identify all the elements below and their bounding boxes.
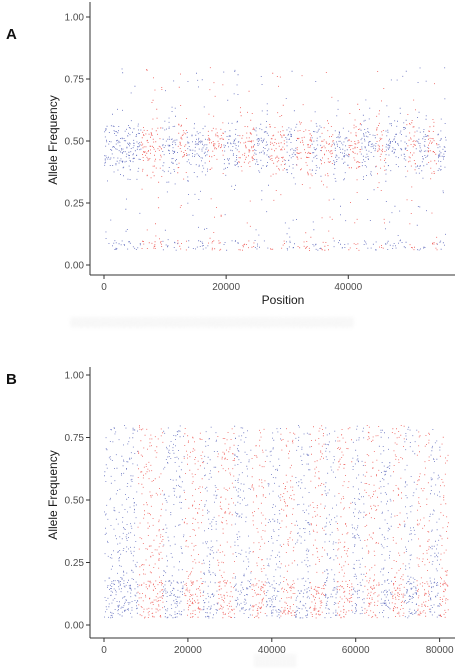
chart-a-xtick-label: 0 (101, 282, 107, 293)
chart-b-block-19-points (404, 426, 418, 619)
chart-a-block-10-points (269, 72, 285, 250)
chart-a-block-15-points (333, 100, 350, 249)
chart-b-block-6-points (217, 428, 235, 619)
chart-a-block-13-points (311, 81, 322, 251)
chart-a-block-12-points (296, 75, 313, 251)
chart-b-ytick-label: 0.25 (65, 558, 85, 569)
chart-a-ytick-label: 0.00 (65, 261, 85, 272)
chart-b-block-11-points (295, 425, 311, 619)
chart-b-xlabel-blurred: ░░░░░ (254, 653, 297, 667)
chart-b: 0.00 0.25 0.50 0.75 1.00 0 20000 40000 60000 800… (46, 367, 455, 667)
chart-b-block-16-points (364, 425, 380, 619)
chart-a-block-18-points (375, 71, 386, 249)
chart-a-block-4-points (177, 73, 187, 251)
chart-a: 0.00 0.25 0.50 0.75 1.00 0 20000 40000 Positio… (46, 2, 455, 307)
chart-a-points (104, 67, 447, 251)
chart-b-block-3-points (162, 425, 185, 619)
chart-a-block-21-points (415, 67, 429, 251)
panel-label-b: B (6, 371, 17, 388)
chart-b-block-22-points (439, 436, 449, 618)
chart-a-block-23-points (437, 67, 447, 250)
chart-b-block-18-points (391, 425, 405, 617)
chart-b-block-2-points (137, 425, 164, 619)
chart-a-block-1-points (104, 68, 142, 250)
chart-a-block-16-points (348, 103, 361, 251)
chart-b-xtick-label: 80000 (426, 645, 454, 656)
chart-b-block-12-points (309, 425, 326, 619)
chart-a-ytick-label: 0.75 (65, 75, 85, 86)
chart-b-block-13-points (324, 427, 338, 619)
chart-a-block-19-points (385, 70, 407, 250)
chart-a-block-6-points (207, 67, 224, 251)
panel-label-a: A (6, 26, 17, 43)
chart-b-block-9-points (265, 428, 282, 619)
chart-b-block-17-points (378, 429, 393, 619)
chart-b-block-8-points (250, 428, 267, 619)
chart-b-block-5-points (202, 426, 219, 619)
chart-b-points (104, 425, 449, 619)
chart-b-block-20-points (416, 431, 430, 617)
chart-b-block-15-points (351, 425, 365, 615)
chart-a-block-8-points (238, 90, 255, 251)
chart-a-block-9-points (254, 76, 270, 250)
chart-a-xlabel: Position (262, 293, 305, 307)
chart-b-block-21-points (429, 429, 441, 618)
chart-b-xtick-label: 20000 (174, 645, 202, 656)
chart-a-block-11-points (284, 70, 298, 251)
chart-b-xtick-label: 0 (101, 645, 107, 656)
chart-b-block-14-points (336, 427, 353, 619)
chart-a-block-20-points (406, 99, 417, 251)
chart-a-block-2-points (140, 69, 163, 249)
chart-a-block-22-points (427, 83, 438, 251)
chart-a-xtick-label: 20000 (212, 282, 240, 293)
chart-a-block-3-points (162, 80, 179, 251)
chart-b-ylabel: Allele Frequency (46, 450, 60, 539)
chart-a-ylabel: Allele Frequency (46, 95, 60, 184)
chart-a-block-14-points (320, 72, 334, 251)
chart-b-ytick-label: 1.00 (65, 371, 85, 382)
chart-b-ytick-label: 0.00 (65, 621, 85, 632)
chart-b-ytick-label: 0.50 (65, 496, 85, 507)
blurred-caption: ░░░░░░░░░░░░░░░░░░░░░░░░░░░░░░░░░░░░░░░░ (70, 317, 354, 328)
chart-a-ytick-label: 0.50 (65, 137, 85, 148)
chart-a-block-17-points (360, 99, 377, 251)
chart-b-block-1-points (104, 425, 139, 619)
chart-a-block-5-points (186, 72, 209, 250)
chart-a-ytick-label: 0.25 (65, 199, 85, 210)
chart-b-block-7-points (234, 425, 252, 618)
chart-b-block-10-points (280, 428, 296, 617)
chart-a-block-7-points (223, 69, 240, 251)
chart-a-ytick-label: 1.00 (65, 13, 85, 24)
chart-b-xtick-label: 40000 (258, 645, 286, 656)
chart-b-xtick-label: 60000 (342, 645, 370, 656)
chart-a-xtick-label: 40000 (334, 282, 362, 293)
chart-b-ytick-label: 0.75 (65, 433, 85, 444)
chart-b-block-4-points (183, 428, 204, 618)
